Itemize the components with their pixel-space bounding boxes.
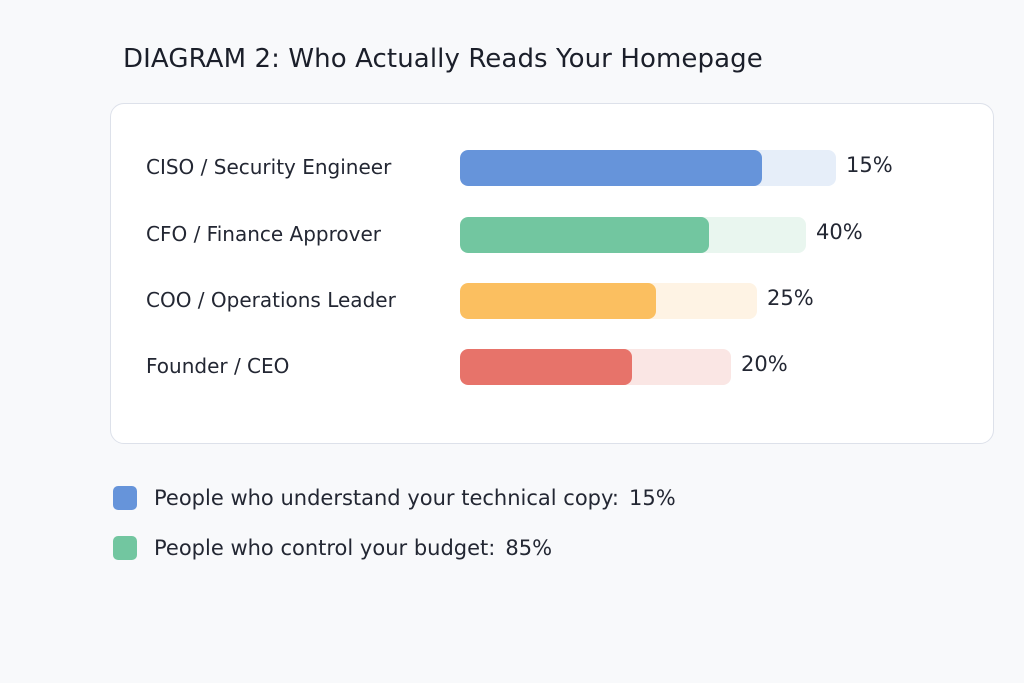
legend-label: People who control your budget:	[154, 536, 496, 560]
bar-value-label: 25%	[767, 286, 814, 310]
bar-label: COO / Operations Leader	[146, 288, 396, 312]
bar-value-label: 15%	[846, 153, 893, 177]
bar-track	[460, 217, 806, 253]
bar-track	[460, 283, 757, 319]
bar-label: CFO / Finance Approver	[146, 222, 381, 246]
bar-track	[460, 150, 836, 186]
legend-swatch-green	[113, 536, 137, 560]
bar-value-label: 20%	[741, 352, 788, 376]
legend-item-technical: People who understand your technical cop…	[113, 486, 676, 510]
bar	[460, 349, 632, 385]
bar-label: Founder / CEO	[146, 354, 290, 378]
legend-value: 15%	[628, 486, 676, 510]
bar	[460, 150, 762, 186]
legend-item-budget: People who control your budget: 85%	[113, 536, 552, 560]
legend-label: People who understand your technical cop…	[154, 486, 619, 510]
bar-label: CISO / Security Engineer	[146, 155, 392, 179]
bar-track	[460, 349, 731, 385]
bar	[460, 283, 656, 319]
bar	[460, 217, 709, 253]
bar-value-label: 40%	[816, 220, 863, 244]
legend-value: 85%	[505, 536, 553, 560]
chart-title: DIAGRAM 2: Who Actually Reads Your Homep…	[123, 44, 763, 74]
chart-card: CISO / Security Engineer 15% CFO / Finance…	[110, 103, 994, 444]
legend-swatch-blue	[113, 486, 137, 510]
